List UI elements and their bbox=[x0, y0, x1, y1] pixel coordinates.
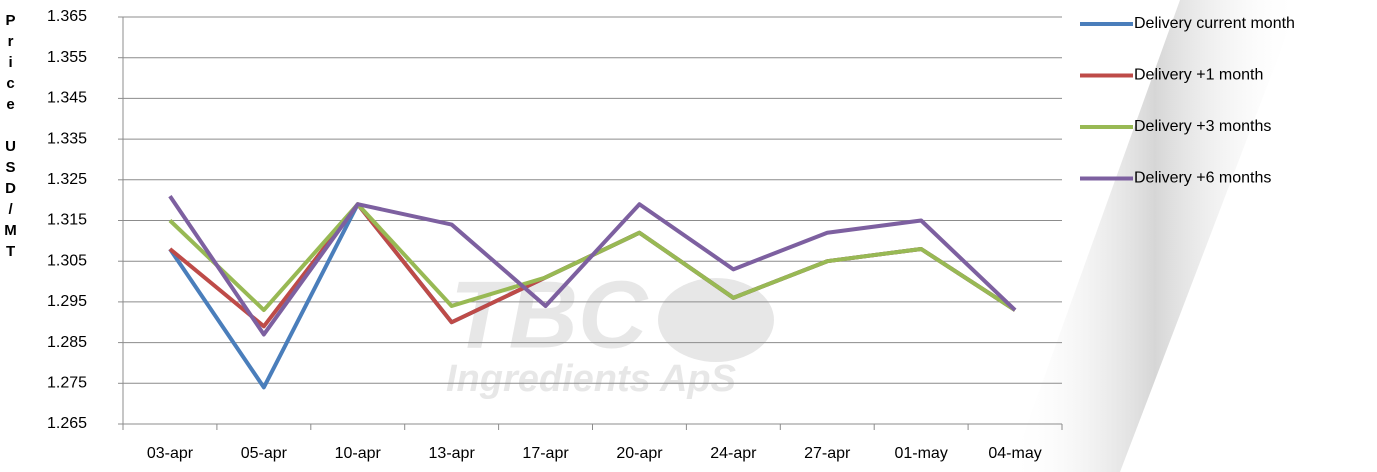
y-tick-label: 1.305 bbox=[47, 252, 87, 269]
y-axis-title: Price USD/MT bbox=[2, 12, 19, 264]
x-tick-label: 05-apr bbox=[241, 445, 288, 462]
legend-label: Delivery +1 month bbox=[1134, 67, 1263, 84]
page: {"chart_data": {"type": "line", "y_label… bbox=[0, 0, 1377, 472]
x-tick-label: 20-apr bbox=[616, 445, 663, 462]
y-tick-label: 1.355 bbox=[47, 49, 87, 66]
x-tick-label: 17-apr bbox=[522, 445, 569, 462]
watermark-text: Ingredients ApS bbox=[446, 358, 736, 400]
x-tick-label: 10-apr bbox=[335, 445, 382, 462]
legend-label: Delivery current month bbox=[1134, 15, 1295, 32]
y-tick-label: 1.275 bbox=[47, 375, 87, 392]
y-tick-label: 1.315 bbox=[47, 212, 87, 229]
y-tick-label: 1.335 bbox=[47, 130, 87, 147]
y-tick-label: 1.345 bbox=[47, 90, 87, 107]
watermark: TBC Ingredients ApS bbox=[446, 261, 774, 400]
x-tick-label: 01-may bbox=[894, 445, 947, 462]
x-tick-label: 27-apr bbox=[804, 445, 851, 462]
y-tick-label: 1.295 bbox=[47, 293, 87, 310]
x-tick-label: 13-apr bbox=[429, 445, 476, 462]
y-tick-label: 1.265 bbox=[47, 415, 87, 432]
legend-label: Delivery +3 months bbox=[1134, 118, 1271, 135]
x-tick-label: 04-may bbox=[988, 445, 1041, 462]
y-tick-label: 1.365 bbox=[47, 8, 87, 25]
x-tick-label: 03-apr bbox=[147, 445, 194, 462]
y-tick-label: 1.325 bbox=[47, 171, 87, 188]
chart: Price USD/MT TBC Ingredients ApS 1.265 1.… bbox=[0, 0, 1377, 472]
x-tick-label: 24-apr bbox=[710, 445, 757, 462]
y-tick-label: 1.285 bbox=[47, 334, 87, 351]
legend-label: Delivery +6 months bbox=[1134, 170, 1271, 187]
